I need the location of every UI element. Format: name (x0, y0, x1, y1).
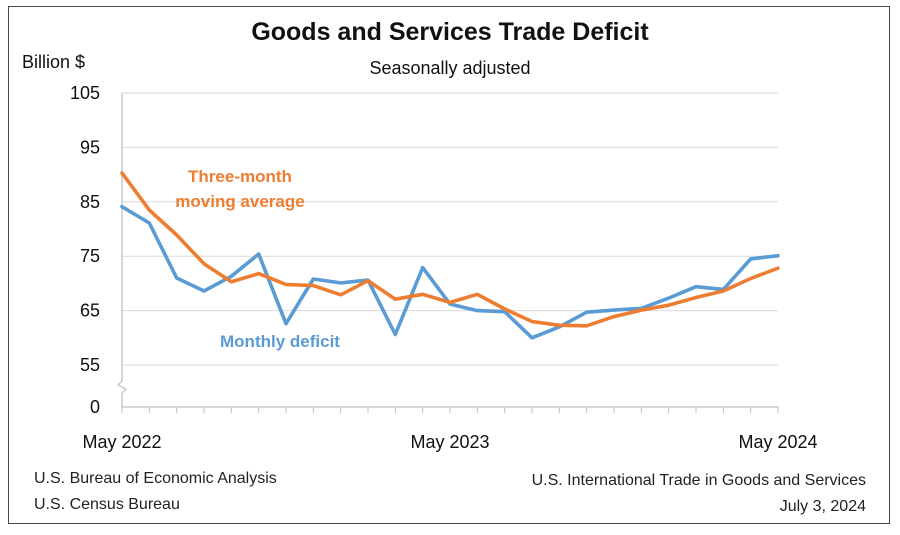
y-tick-label: 75 (80, 246, 100, 266)
y-tick-label: 55 (80, 355, 100, 375)
y-tick-label: 65 (80, 301, 100, 321)
chart-title: Goods and Services Trade Deficit (251, 18, 649, 46)
release-date: July 3, 2024 (779, 498, 866, 515)
moving-average-label-line1: Three-month (188, 167, 292, 186)
y-tick-label: 105 (70, 83, 100, 103)
y-tick-label: 95 (80, 137, 100, 157)
source-bea: U.S. Bureau of Economic Analysis (34, 470, 277, 487)
y-tick-label: 85 (80, 192, 100, 212)
y-tick-label: 0 (90, 397, 100, 417)
axis-break-icon (116, 380, 128, 394)
x-tick-label: May 2023 (410, 432, 489, 452)
y-axis-label: Billion $ (22, 52, 86, 72)
chart-subtitle: Seasonally adjusted (369, 58, 531, 78)
source-census: U.S. Census Bureau (34, 496, 180, 513)
moving-average-label-line2: moving average (175, 192, 304, 211)
release-name: U.S. International Trade in Goods and Se… (531, 472, 866, 489)
x-tick-label: May 2024 (738, 432, 817, 452)
monthly-deficit-label: Monthly deficit (220, 332, 340, 351)
x-tick-label: May 2022 (82, 432, 161, 452)
monthly-deficit-line (120, 204, 780, 340)
